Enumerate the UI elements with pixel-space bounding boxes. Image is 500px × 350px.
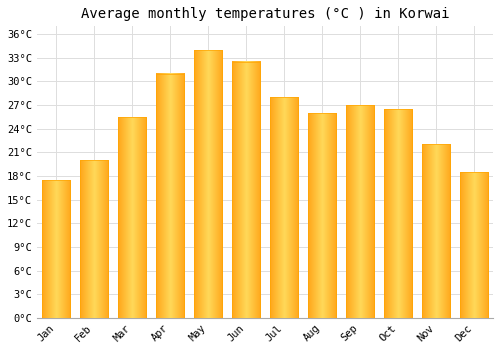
Bar — [232, 62, 260, 318]
Title: Average monthly temperatures (°C ) in Korwai: Average monthly temperatures (°C ) in Ko… — [80, 7, 449, 21]
Bar — [156, 74, 184, 318]
Bar — [118, 117, 146, 318]
Bar — [422, 145, 450, 318]
Bar — [270, 97, 298, 318]
Bar — [42, 180, 70, 318]
Bar — [346, 105, 374, 318]
Bar — [42, 180, 70, 318]
Bar — [422, 145, 450, 318]
Bar — [118, 117, 146, 318]
Bar — [232, 62, 260, 318]
Bar — [460, 172, 488, 318]
Bar — [384, 109, 412, 318]
Bar — [384, 109, 412, 318]
Bar — [308, 113, 336, 318]
Bar — [194, 50, 222, 318]
Bar — [460, 172, 488, 318]
Bar — [80, 160, 108, 318]
Bar — [346, 105, 374, 318]
Bar — [194, 50, 222, 318]
Bar — [80, 160, 108, 318]
Bar — [156, 74, 184, 318]
Bar — [270, 97, 298, 318]
Bar — [308, 113, 336, 318]
